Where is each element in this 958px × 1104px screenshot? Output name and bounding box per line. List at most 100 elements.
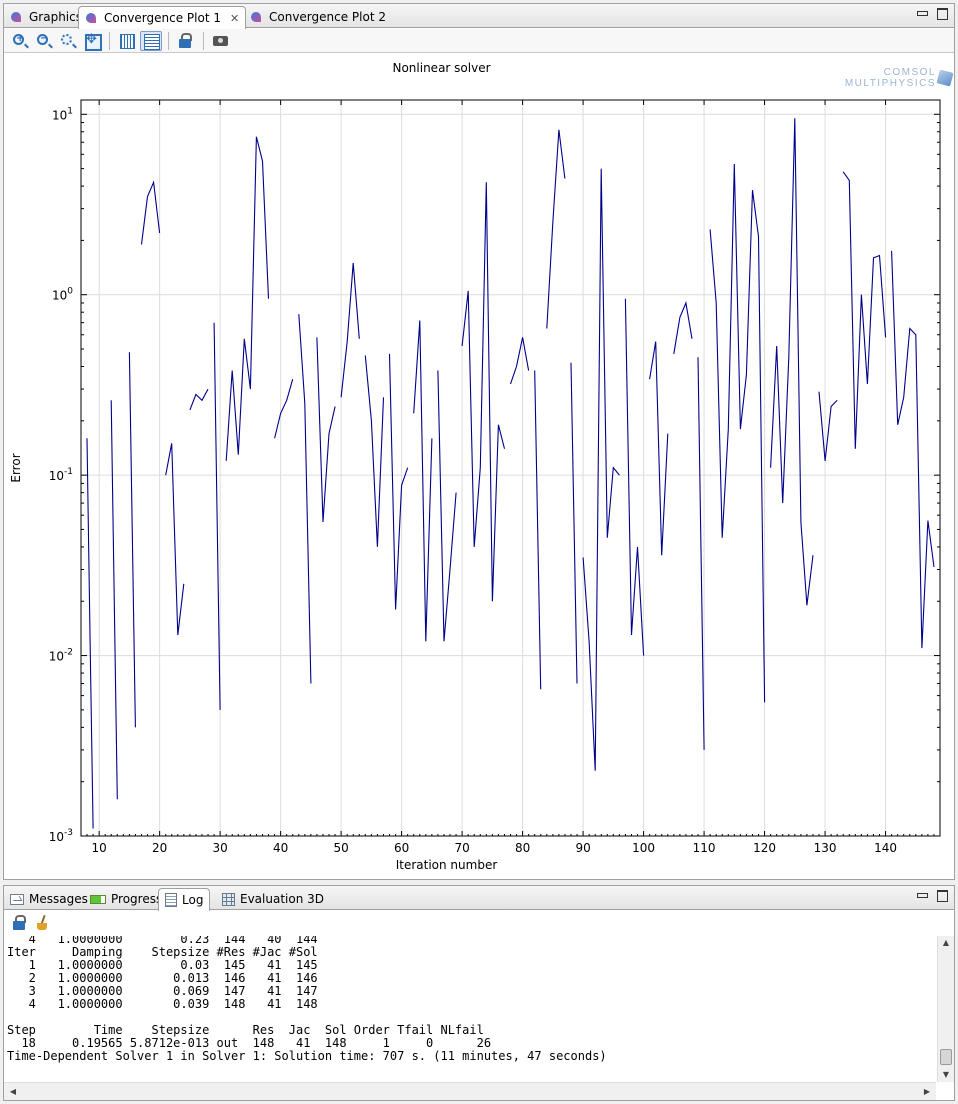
toolbar-separator	[109, 31, 110, 50]
tab-convergence-plot-2[interactable]: Convergence Plot 2	[244, 6, 392, 28]
toolbar-separator	[168, 31, 169, 50]
error-series-line	[189, 388, 209, 411]
camera-icon[interactable]	[210, 31, 232, 51]
error-series-line	[340, 262, 360, 398]
error-series-line	[570, 362, 578, 684]
error-series-line	[770, 118, 814, 606]
comsol-plot-icon	[85, 11, 99, 25]
zoom-in-icon[interactable]	[9, 31, 31, 51]
error-series-line	[546, 129, 566, 329]
x-tick-label: 50	[333, 841, 348, 855]
tab-messages[interactable]: Messages	[4, 888, 94, 910]
error-series-line	[86, 438, 94, 829]
error-series-line	[364, 355, 385, 547]
tab-evaluation-3d[interactable]: Evaluation 3D	[216, 888, 330, 910]
log-icon	[165, 893, 177, 907]
convergence-plot-panel: Graphics Convergence Plot 1 ✕ Convergenc…	[3, 3, 955, 880]
maximize-icon[interactable]	[936, 889, 948, 902]
plot-toolbar	[4, 29, 954, 53]
scroll-left-icon[interactable]: ◀	[9, 1087, 17, 1096]
table-icon	[222, 892, 235, 906]
x-tick-label: 100	[632, 841, 655, 855]
x-tick-label: 10	[92, 841, 107, 855]
bottom-tabbar: Messages Progress Log Evaluation 3D	[4, 886, 954, 911]
comsol-logo: COMSOL MULTIPHYSICS	[845, 67, 954, 89]
y-tick-label: 10-2	[49, 648, 73, 664]
comsol-plot-icon	[10, 10, 24, 24]
error-series-line	[697, 357, 705, 750]
top-tabbar: Graphics Convergence Plot 1 ✕ Convergenc…	[4, 4, 954, 29]
error-series-line	[213, 322, 221, 710]
minimize-icon[interactable]	[916, 7, 928, 19]
window-controls	[916, 889, 948, 902]
log-content: 4 1.0000000 0.23 144 40 144 Iter Damping…	[7, 936, 607, 1063]
x-tick-label: 130	[814, 841, 837, 855]
error-series-line	[649, 341, 669, 556]
tab-graphics[interactable]: Graphics	[4, 6, 88, 28]
vertical-scrollbar[interactable]: ▲ ▼	[937, 936, 954, 1082]
legend-icon[interactable]	[140, 30, 162, 51]
zoom-box-icon[interactable]	[57, 31, 79, 51]
x-tick-label: 20	[152, 841, 167, 855]
chart-area: Nonlinear solver 10 20 30 40 50 60 70 80 90 100 110…	[4, 54, 954, 879]
y-tick-label: 10-3	[49, 828, 73, 844]
progress-icon	[90, 894, 106, 904]
error-series-line	[582, 168, 620, 771]
tab-progress[interactable]: Progress	[84, 888, 168, 910]
log-toolbar	[4, 911, 954, 935]
x-tick-label: 120	[753, 841, 776, 855]
error-series-line	[413, 320, 433, 642]
error-series-line	[709, 163, 766, 703]
close-icon[interactable]: ✕	[230, 11, 240, 25]
error-series-line	[818, 391, 838, 461]
x-tick-label: 140	[874, 841, 897, 855]
broom-icon[interactable]	[33, 913, 55, 933]
scroll-up-icon[interactable]: ▲	[942, 938, 950, 947]
lock-icon[interactable]	[175, 31, 197, 51]
error-series-line	[316, 337, 336, 523]
error-series-line	[461, 182, 506, 602]
scroll-thumb[interactable]	[940, 1049, 952, 1065]
scroll-right-icon[interactable]: ▶	[923, 1087, 931, 1096]
maximize-icon[interactable]	[936, 7, 948, 20]
zoom-out-icon[interactable]	[33, 31, 55, 51]
comsol-plot-icon	[250, 10, 264, 24]
scroll-down-icon[interactable]: ▼	[942, 1070, 950, 1079]
error-series-line	[110, 400, 118, 800]
chart-title: Nonlinear solver	[392, 61, 490, 75]
lock-icon[interactable]	[9, 913, 31, 933]
y-tick-label: 100	[52, 287, 73, 303]
grid-lines-icon[interactable]	[116, 31, 138, 51]
x-axis-label: Iteration number	[396, 858, 498, 872]
horizontal-scrollbar[interactable]: ◀ ▶	[4, 1082, 936, 1100]
x-tick-label: 60	[394, 841, 409, 855]
tab-label: Convergence Plot 1	[104, 11, 221, 25]
zoom-extents-icon[interactable]	[81, 31, 103, 51]
logo-text-line1: COMSOL	[883, 67, 936, 78]
error-series-line	[891, 250, 935, 649]
error-series-line	[140, 180, 161, 245]
log-text-area[interactable]: 4 1.0000000 0.23 144 40 144 Iter Damping…	[4, 936, 936, 1076]
tab-label: Convergence Plot 2	[269, 10, 386, 24]
plot-frame	[80, 99, 941, 837]
error-series-line	[624, 298, 645, 656]
error-series-line	[274, 379, 294, 439]
y-tick-label: 10-1	[49, 467, 73, 483]
x-tick-label: 70	[454, 841, 469, 855]
minimize-icon[interactable]	[916, 889, 928, 901]
error-series-line	[673, 301, 693, 354]
error-series-line	[437, 370, 457, 642]
error-series-line	[534, 370, 542, 690]
convergence-chart: Nonlinear solver 10 20 30 40 50 60 70 80 90 100 110…	[9, 61, 941, 872]
x-tick-label: 30	[212, 841, 227, 855]
error-series-line	[165, 443, 185, 636]
toolbar-separator	[203, 31, 204, 50]
tab-convergence-plot-1[interactable]: Convergence Plot 1 ✕	[78, 6, 247, 29]
window-controls	[916, 7, 948, 20]
x-tick-label: 110	[693, 841, 716, 855]
tab-label: Progress	[111, 892, 163, 906]
x-tick-label: 80	[515, 841, 530, 855]
tab-label: Log	[182, 893, 204, 907]
tab-log[interactable]: Log	[158, 888, 211, 911]
error-series-line	[128, 352, 136, 728]
